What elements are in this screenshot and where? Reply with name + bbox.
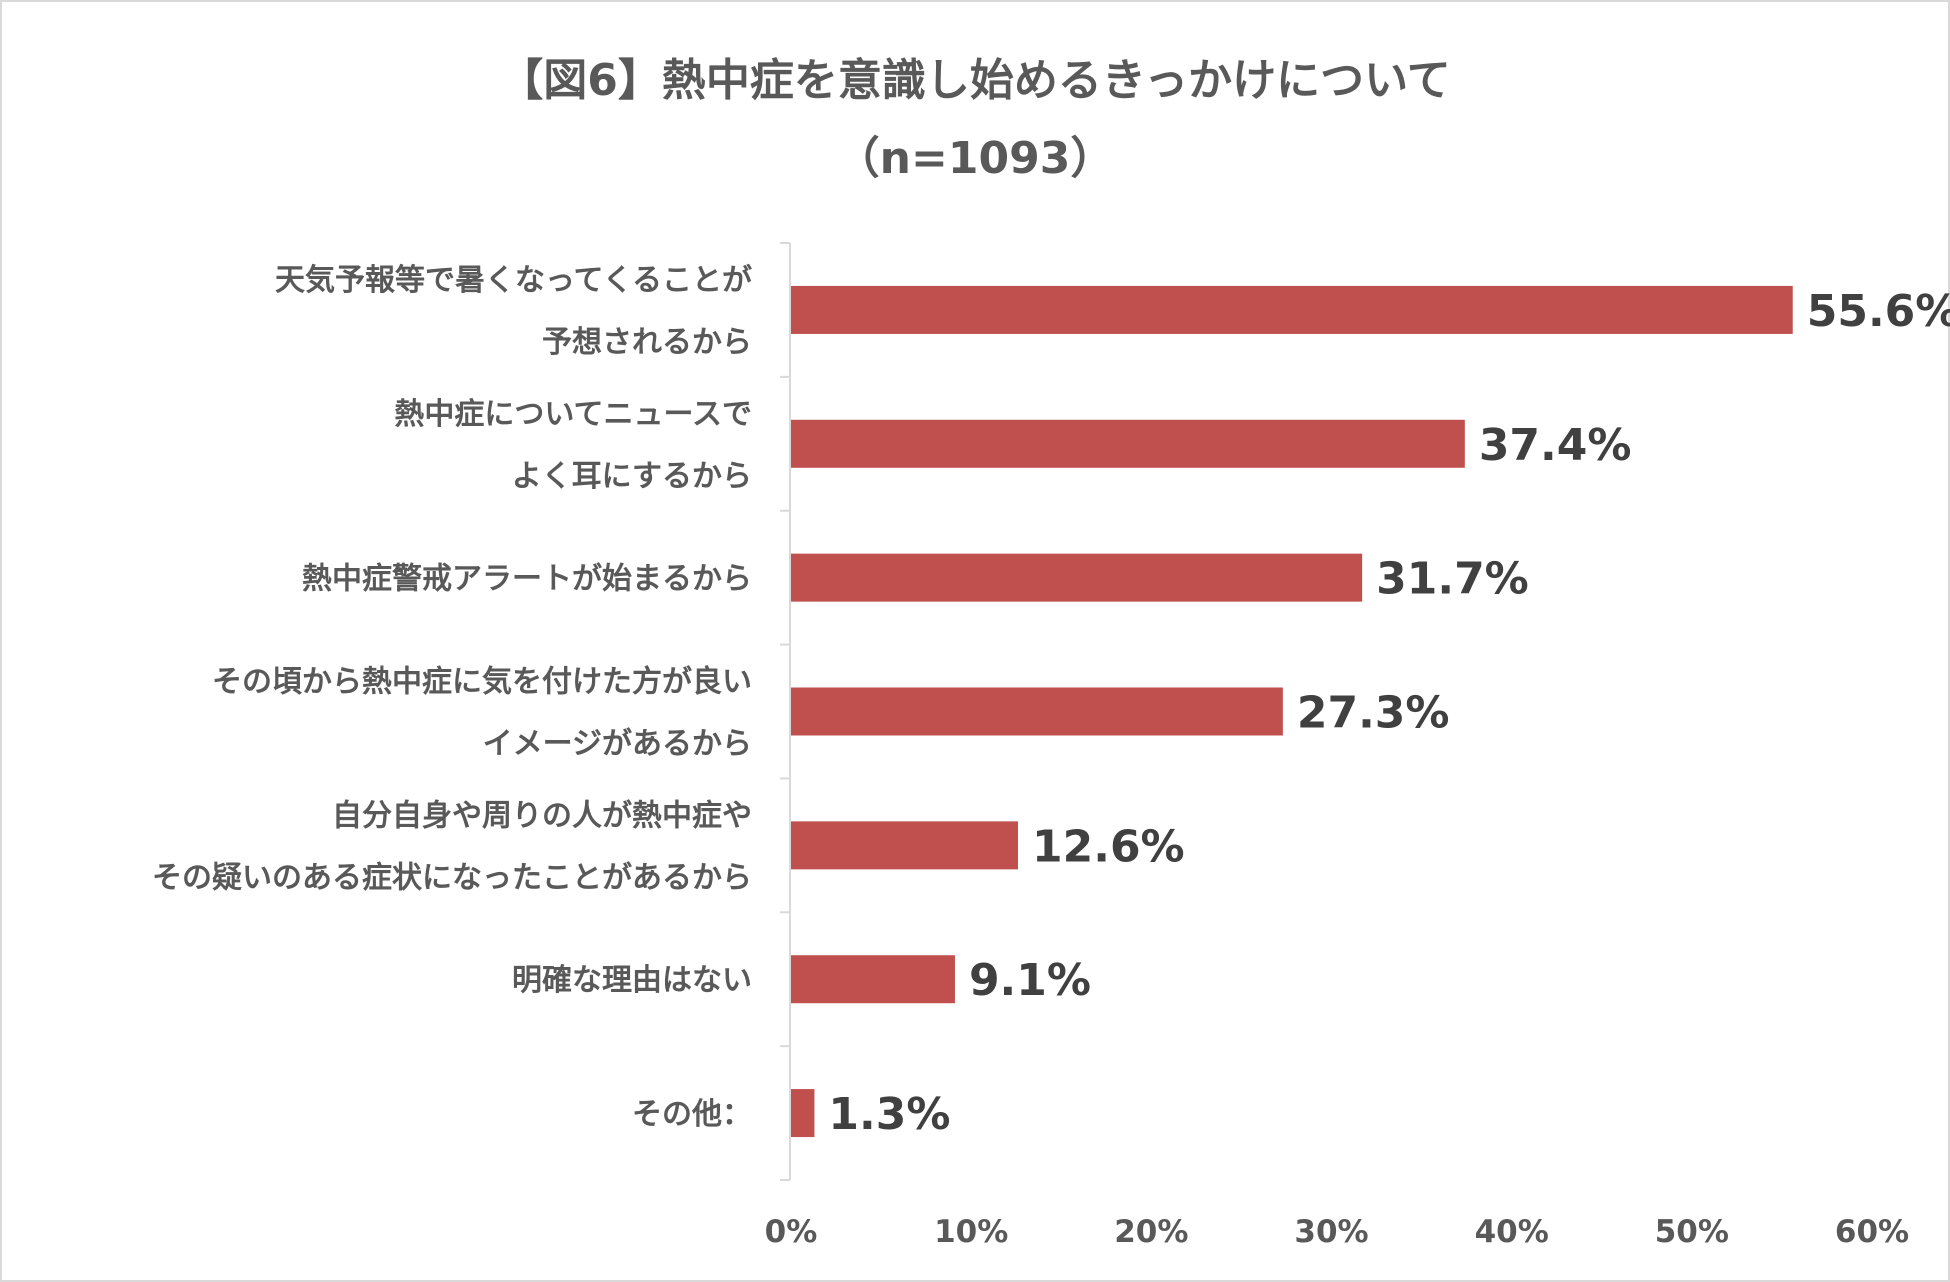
bar <box>791 821 1019 870</box>
category-label-line: その他： <box>632 1097 752 1132</box>
chart-subtitle: （n=1093） <box>835 133 1115 184</box>
category-label-line: 予想されるから <box>542 325 752 360</box>
category-label-line: 天気予報等で暑くなってくることが <box>275 263 752 298</box>
x-tick-label: 10% <box>934 1214 1008 1250</box>
category-label: 自分自身や周りの人が熱中症やその疑いのある症状になったことがあるから <box>152 798 752 895</box>
category-label: その頃から熱中症に気を付けた方が良いイメージがあるから <box>212 665 752 762</box>
category-label-line: その頃から熱中症に気を付けた方が良い <box>212 665 752 700</box>
category-label-line: 明確な理由はない <box>512 963 752 998</box>
bar <box>791 285 1793 334</box>
x-tick-label: 50% <box>1655 1214 1729 1250</box>
bar <box>791 553 1363 602</box>
x-tick-label: 30% <box>1294 1214 1368 1250</box>
category-label-line: 熱中症についてニュースで <box>394 397 752 432</box>
category-label: その他： <box>632 1097 752 1132</box>
category-label-line: よく耳にするから <box>512 459 752 494</box>
chart-title: 【図6】熱中症を意識し始めるきっかけについて <box>499 55 1451 106</box>
bar <box>791 1089 815 1138</box>
x-tick-label: 20% <box>1114 1214 1188 1250</box>
data-label: 9.1% <box>969 955 1091 1006</box>
category-label-line: 自分自身や周りの人が熱中症や <box>332 798 752 833</box>
data-label: 12.6% <box>1032 821 1185 872</box>
data-label: 55.6% <box>1807 286 1950 337</box>
bar <box>791 955 955 1004</box>
category-label: 天気予報等で暑くなってくることが予想されるから <box>275 263 752 360</box>
data-label: 31.7% <box>1376 554 1529 605</box>
category-label: 熱中症警戒アラートが始まるから <box>302 562 752 597</box>
bar <box>791 687 1283 736</box>
x-tick-label: 40% <box>1475 1214 1549 1250</box>
category-label: 熱中症についてニュースでよく耳にするから <box>394 397 752 494</box>
data-label: 37.4% <box>1479 420 1632 471</box>
data-label: 27.3% <box>1297 688 1450 739</box>
category-label-line: 熱中症警戒アラートが始まるから <box>302 562 752 597</box>
x-tick-label: 0% <box>765 1214 818 1250</box>
category-label-line: その疑いのある症状になったことがあるから <box>152 860 752 895</box>
data-label: 1.3% <box>828 1089 950 1140</box>
x-tick-label: 60% <box>1835 1214 1909 1250</box>
category-label: 明確な理由はない <box>512 963 752 998</box>
category-label-line: イメージがあるから <box>483 727 752 762</box>
bar <box>791 419 1465 468</box>
